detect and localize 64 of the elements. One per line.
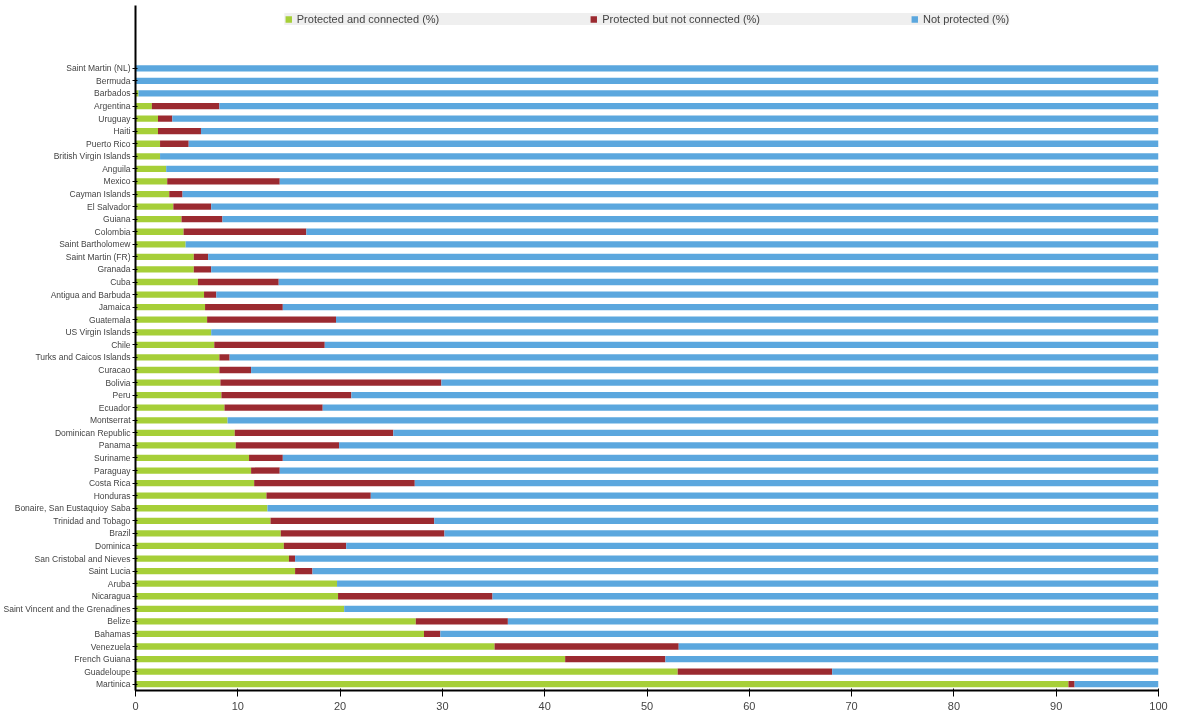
y-tick-label: Guadeloupe — [84, 666, 131, 677]
y-tick-label: US Virgin Islands — [65, 327, 131, 338]
y-tick-label: Bolivia — [105, 377, 131, 388]
y-tick-label: San Cristobal and Nieves — [34, 553, 131, 564]
y-tick-label: Bonaire, San Eustaquioy Saba — [14, 503, 131, 514]
y-tick-label: Venezuela — [90, 641, 131, 652]
y-tick-label: Curacao — [98, 365, 131, 375]
y-tick-label: Granada — [97, 264, 131, 275]
y-tick-label: El Salvador — [87, 201, 131, 212]
y-tick-label: Puerto Rico — [86, 138, 131, 149]
x-tick-label: 20 — [333, 699, 347, 712]
y-tick-label: Paraguay — [94, 465, 132, 476]
y-tick-label: Dominica — [95, 540, 131, 551]
x-tick-label: 10 — [231, 699, 244, 712]
y-tick-label: Guiana — [103, 214, 131, 225]
x-tick-label: 90 — [1050, 699, 1063, 712]
y-tick-label: Uruguay — [98, 113, 132, 124]
y-tick-label: Aruba — [107, 578, 131, 589]
x-tick-label: 70 — [845, 699, 858, 712]
legend-label: Protected but not connected (%) — [602, 13, 761, 25]
x-tick-label: 80 — [947, 699, 961, 712]
y-tick-label: Dominican Republic — [54, 427, 132, 438]
y-tick-label: Bahamas — [94, 628, 131, 639]
y-tick-label: Haiti — [113, 126, 131, 137]
y-tick-label: Honduras — [93, 490, 131, 501]
y-tick-label: Argentina — [94, 101, 131, 112]
y-tick-label: Colombia — [94, 226, 131, 237]
y-tick-label: Saint Bartholomew — [59, 239, 132, 250]
y-tick-label: Turks and Caicos Islands — [35, 352, 131, 363]
y-tick-label: Barbados — [94, 88, 131, 99]
y-tick-label: Montserrat — [89, 415, 132, 426]
y-tick-label: Saint Martin (FR) — [65, 251, 131, 262]
y-tick-label: Jamaica — [98, 302, 131, 313]
y-tick-label: Brazil — [109, 528, 131, 539]
y-tick-label: French Guiana — [74, 654, 131, 665]
y-tick-label: Panama — [98, 440, 131, 451]
y-tick-label: Cayman Islands — [69, 189, 131, 200]
y-tick-label: Cuba — [110, 277, 131, 288]
x-tick-label: 100 — [1149, 699, 1168, 712]
y-tick-label: Suriname — [94, 452, 131, 463]
x-tick-label: 30 — [436, 699, 449, 712]
y-tick-label: Nicaragua — [91, 591, 131, 602]
x-tick-label: 60 — [743, 699, 756, 712]
y-tick-label: Anguila — [102, 163, 131, 174]
y-tick-label: Trinidad and Tobago — [53, 515, 131, 526]
y-tick-label: Costa Rica — [88, 478, 131, 489]
x-tick-label: 0 — [132, 699, 139, 712]
y-tick-label: Chile — [111, 339, 131, 350]
y-tick-label: Guatemala — [88, 314, 131, 325]
y-tick-label: Martinica — [96, 679, 131, 690]
y-tick-label: Bermuda — [96, 75, 131, 86]
x-tick-label: 40 — [538, 699, 551, 712]
legend-label: Protected and connected (%) — [296, 13, 440, 25]
y-tick-label: Saint Martin (NL) — [66, 63, 131, 74]
y-tick-label: Saint Vincent and the Grenadines — [3, 603, 131, 614]
x-tick-label: 50 — [640, 699, 654, 712]
y-tick-label: Peru — [112, 390, 131, 401]
y-tick-label: Ecuador — [98, 402, 131, 413]
y-tick-label: British Virgin Islands — [53, 151, 131, 162]
y-tick-label: Belize — [107, 616, 131, 627]
y-tick-label: Antigua and Barbuda — [50, 289, 131, 300]
y-tick-label: Mexico — [103, 176, 131, 187]
y-tick-label: Saint Lucia — [88, 566, 131, 577]
legend-label: Not protected (%) — [923, 13, 1010, 25]
